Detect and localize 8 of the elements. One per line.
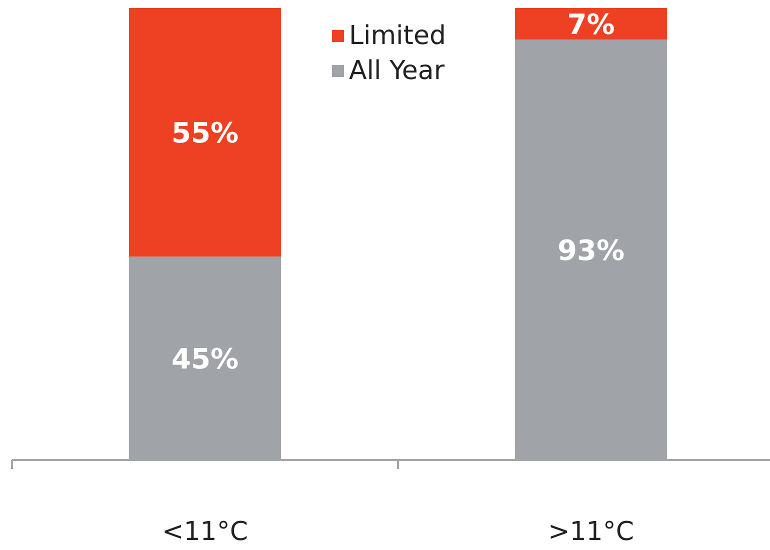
data-label: 45% [171,342,239,376]
data-label: 93% [557,234,625,267]
data-label: 7% [567,8,615,41]
x-tick-label: >11°C [548,517,634,547]
x-tick-label: <11°C [162,517,248,547]
legend-label: All Year [349,56,445,86]
data-label: 55% [171,116,239,150]
legend-label: Limited [349,21,446,51]
